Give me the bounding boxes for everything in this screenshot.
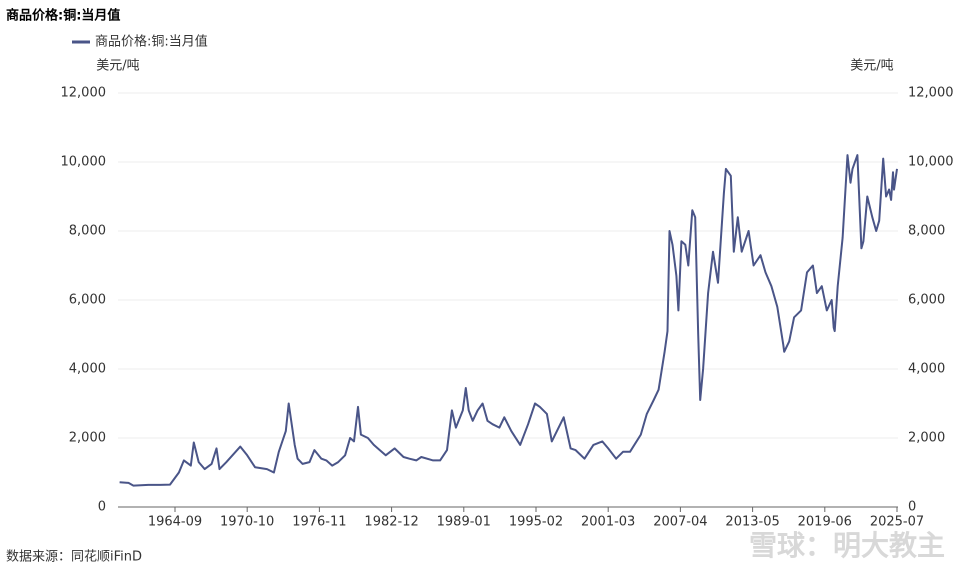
y2-tick-label: 6,000 (908, 293, 945, 308)
line (119, 154, 898, 487)
x-tick-label: 2019-06 (798, 515, 852, 530)
chart-title: 商品价格:铜:当月值 (6, 8, 120, 24)
y-axis-label: 美元/吨 (96, 59, 139, 74)
y2-tick-label: 8,000 (908, 224, 945, 239)
y2-tick-label: 0 (908, 500, 916, 515)
y-tick-label: 2,000 (69, 431, 106, 446)
y2-tick-label: 2,000 (908, 431, 945, 446)
y2-tick-label: 4,000 (908, 362, 945, 377)
source: 数据来源：同花顺iFinD (6, 549, 142, 565)
x-tick-label: 1995-02 (509, 515, 563, 530)
x-tick-label: 2025-07 (870, 515, 924, 530)
x-tick-label: 2013-05 (725, 515, 779, 530)
y-tick-label: 6,000 (69, 293, 106, 308)
y2-tick-label: 10,000 (908, 155, 954, 170)
x-tick-label: 2001-03 (581, 515, 635, 530)
legend-label: 商品价格:铜:当月值 (95, 34, 208, 50)
y-tick-label: 8,000 (69, 224, 106, 239)
x-tick-label: 1976-11 (292, 515, 346, 530)
watermark: 雪球：明大教主 (749, 529, 945, 562)
y-tick-label: 12,000 (61, 86, 107, 101)
y-tick-label: 4,000 (69, 362, 106, 377)
y2-axis-label: 美元/吨 (850, 59, 893, 74)
x-tick-label: 1970-10 (220, 515, 274, 530)
y2-tick-label: 12,000 (908, 86, 954, 101)
x-tick-label: 2007-04 (653, 515, 707, 530)
y-tick-label: 10,000 (61, 155, 107, 170)
x-tick-label: 1964-09 (148, 515, 202, 530)
y-tick-label: 0 (98, 500, 106, 515)
x-tick-label: 1982-12 (364, 515, 418, 530)
x-tick-label: 1989-01 (437, 515, 491, 530)
